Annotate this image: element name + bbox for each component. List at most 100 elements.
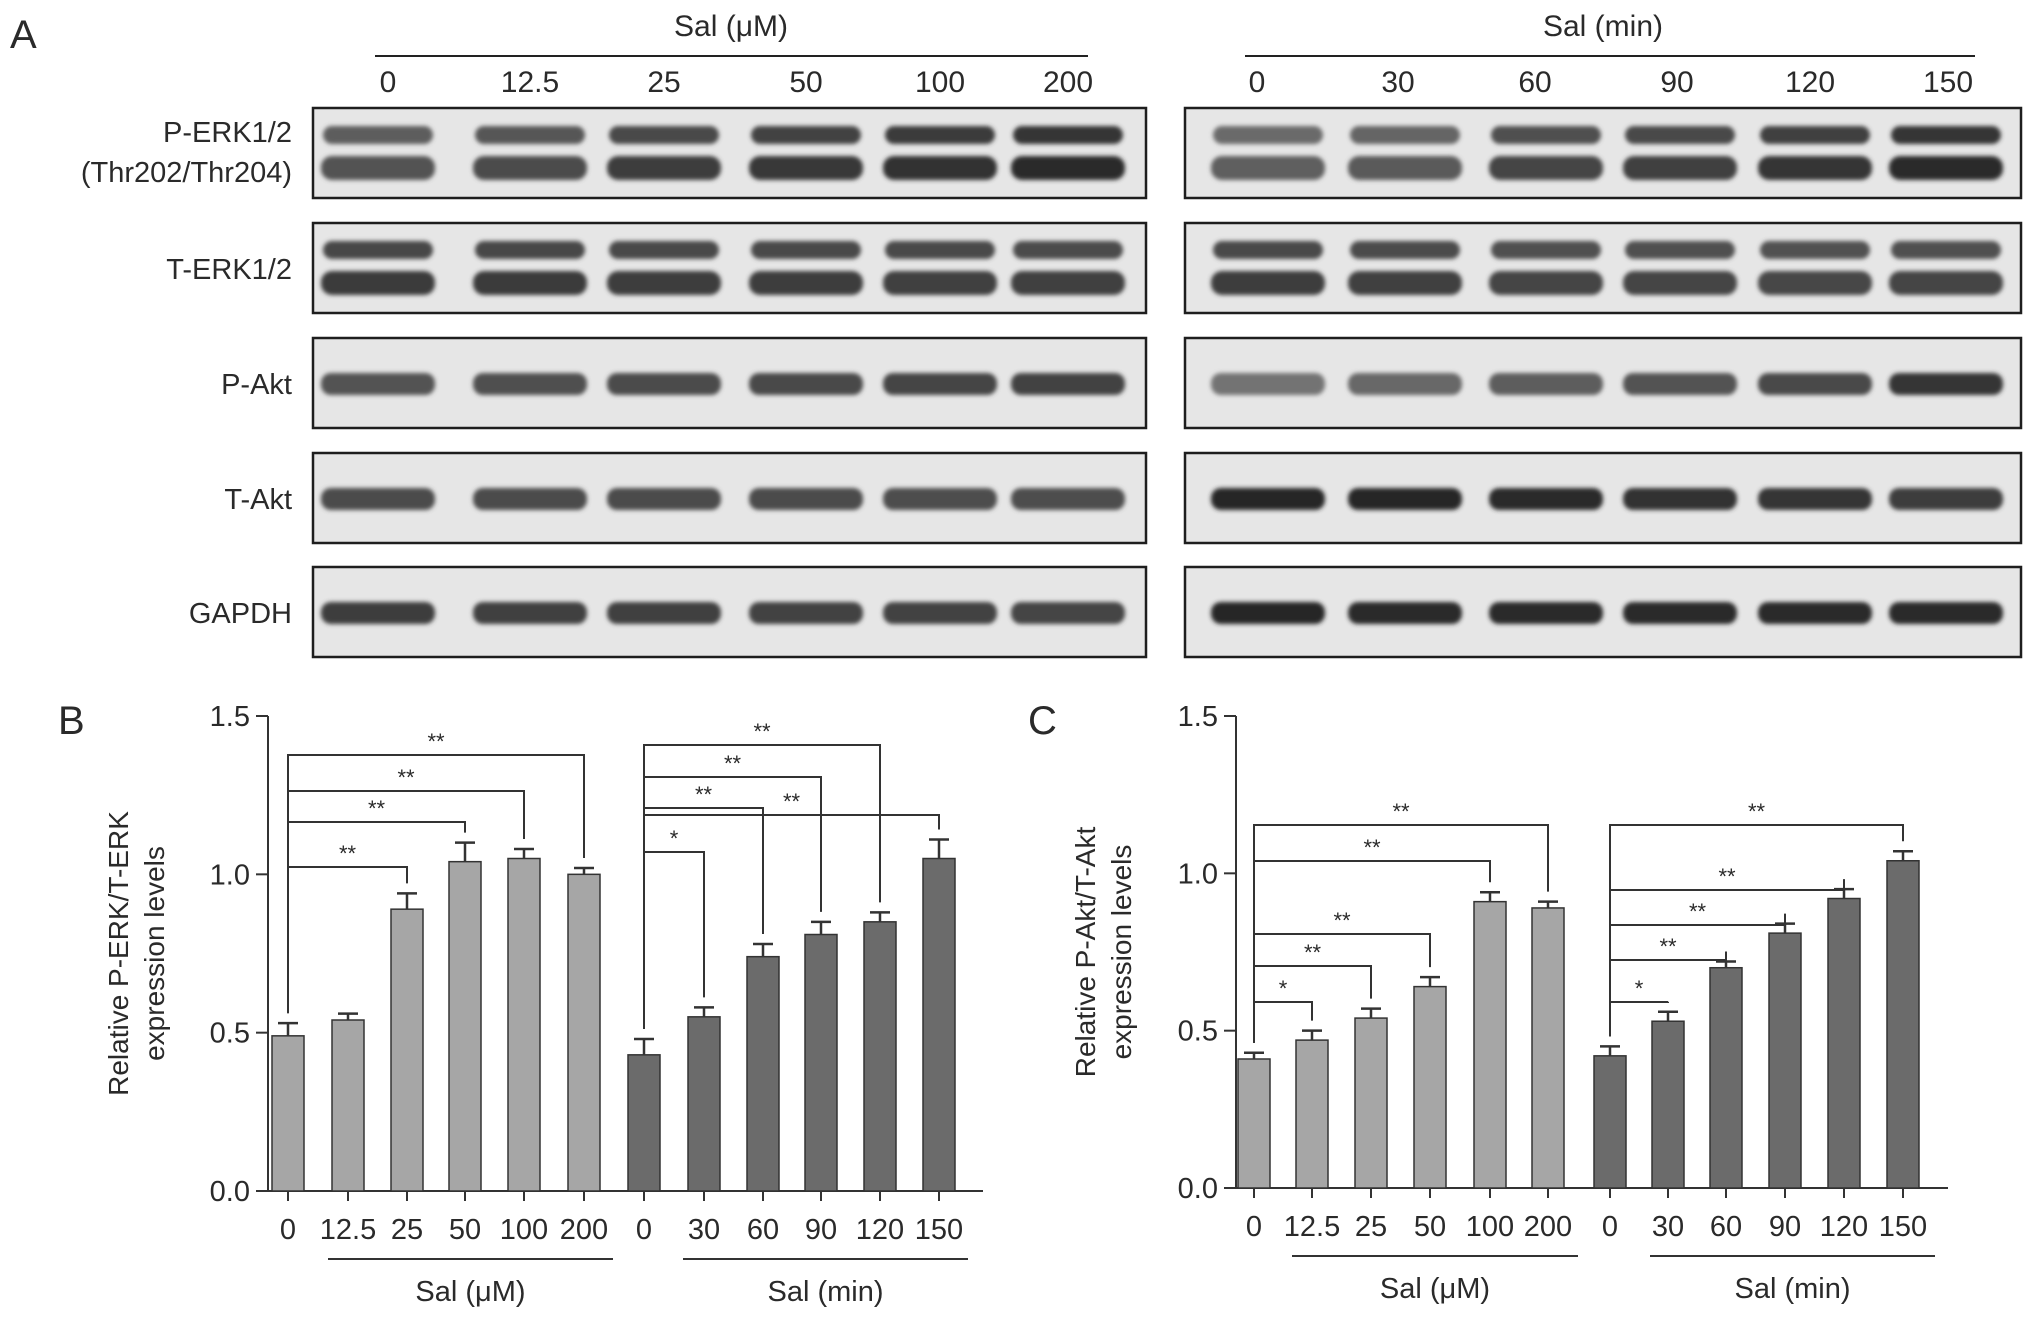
blot-band xyxy=(1889,373,2003,395)
blot-dose-lane-label: 50 xyxy=(789,66,822,99)
significance-bracket xyxy=(287,754,585,1014)
blot-band xyxy=(883,373,997,395)
bar xyxy=(1413,985,1447,1189)
blot-band xyxy=(749,488,863,510)
x-tick-label: 200 xyxy=(560,1214,608,1246)
blot-dose-lane-label: 100 xyxy=(915,66,965,99)
group-label: Sal (μM) xyxy=(415,1276,525,1308)
blot-band xyxy=(475,241,585,259)
group-label: Sal (μM) xyxy=(1380,1273,1490,1305)
blot-rows: P-ERK1/2 (Thr202/Thr204) T-ERK1/2 P-Akt T-Ak… xyxy=(81,106,2023,659)
blot-band xyxy=(1889,271,2003,295)
blot-band xyxy=(1350,241,1460,259)
bar xyxy=(390,908,424,1192)
blot-band xyxy=(883,488,997,510)
chart-b: 0.0 0.5 1.0 1.5 Relative P-ERK/T-ERK expressi… xyxy=(103,701,983,1308)
blot-dose-membrane xyxy=(311,451,1148,545)
blot-band xyxy=(749,271,863,295)
blot-band xyxy=(1211,271,1325,295)
significance-label: ** xyxy=(1718,864,1736,889)
blot-dose-lane-label: 12.5 xyxy=(501,66,559,99)
blot-band xyxy=(473,373,587,395)
blot-band xyxy=(1013,241,1123,259)
blot-band xyxy=(1011,602,1125,624)
y-tick-label: 0.0 xyxy=(1178,1173,1218,1205)
blot-band xyxy=(1011,373,1125,395)
blot-band xyxy=(321,373,435,395)
blot-band xyxy=(475,126,585,144)
bar xyxy=(1354,1017,1388,1189)
significance-label: ** xyxy=(1363,835,1381,860)
blot-band xyxy=(607,156,721,180)
blot-band xyxy=(1348,488,1462,510)
y-tick-label: 1.0 xyxy=(210,859,250,891)
y-tick-label: 0.0 xyxy=(210,1176,250,1208)
bar xyxy=(271,1035,305,1192)
significance-bracket xyxy=(287,866,408,1014)
blot-band xyxy=(885,126,995,144)
blot-band xyxy=(749,602,863,624)
blot-band xyxy=(1348,373,1462,395)
significance-label: ** xyxy=(339,841,357,866)
blot-band xyxy=(473,602,587,624)
y-tick-label: 0.5 xyxy=(1178,1016,1218,1048)
blot-band xyxy=(323,126,433,144)
x-tick-label: 12.5 xyxy=(1284,1211,1340,1243)
blot-band xyxy=(883,271,997,295)
x-tick-label: 60 xyxy=(1710,1211,1742,1243)
blot-dose-lane-label: 25 xyxy=(647,66,680,99)
bar xyxy=(448,860,482,1192)
x-tick-label: 100 xyxy=(500,1214,548,1246)
significance-bracket xyxy=(643,814,940,1029)
significance-label: ** xyxy=(695,782,713,807)
x-tick-label: 0 xyxy=(636,1214,652,1246)
blot-band xyxy=(1625,241,1735,259)
blot-dose-membrane xyxy=(311,565,1148,659)
x-tick-label: 25 xyxy=(1355,1211,1387,1243)
blot-time-lane-label: 0 xyxy=(1249,66,1266,99)
bar xyxy=(1593,1055,1627,1189)
x-tick-label: 150 xyxy=(1879,1211,1927,1243)
x-tick-label: 100 xyxy=(1466,1211,1514,1243)
y-axis-title-line: Relative P-Akt/T-Akt xyxy=(1070,827,1101,1078)
x-tick-label: 90 xyxy=(805,1214,837,1246)
blot-band xyxy=(749,156,863,180)
bar xyxy=(687,1016,721,1192)
blot-band xyxy=(323,241,433,259)
bar xyxy=(1651,1020,1685,1189)
blot-band xyxy=(1489,373,1603,395)
x-tick-label: 50 xyxy=(1414,1211,1446,1243)
blot-band xyxy=(1623,373,1737,395)
significance-label: ** xyxy=(1689,899,1707,924)
blot-band xyxy=(1625,126,1735,144)
blot-band xyxy=(1623,488,1737,510)
blot-time-lane-label: 30 xyxy=(1381,66,1414,99)
blot-band xyxy=(473,488,587,510)
blot-band xyxy=(1758,373,1872,395)
blot-band xyxy=(1491,241,1601,259)
blot-band xyxy=(1011,271,1125,295)
significance-label: ** xyxy=(397,765,415,790)
blot-band xyxy=(321,488,435,510)
blot-band xyxy=(1758,271,1872,295)
blot-time-lane-label: 60 xyxy=(1518,66,1551,99)
bar xyxy=(1531,907,1565,1189)
blot-lane-labels: 0 12.5 25 50 100 200 0 30 60 90 120 150 xyxy=(380,66,1973,99)
significance-label: ** xyxy=(724,751,742,776)
blot-time-lane-label: 120 xyxy=(1785,66,1835,99)
blot-band xyxy=(1348,602,1462,624)
significance-label: ** xyxy=(1659,934,1677,959)
x-tick-label: 12.5 xyxy=(320,1214,376,1246)
x-tick-label: 30 xyxy=(1652,1211,1684,1243)
y-axis-title-line: Relative P-ERK/T-ERK xyxy=(103,811,134,1096)
blot-band xyxy=(1623,602,1737,624)
x-tick-label: 50 xyxy=(449,1214,481,1246)
y-axis-title: Relative P-Akt/T-Akt expression levels xyxy=(1070,827,1137,1078)
blot-band xyxy=(1211,156,1325,180)
x-tick-label: 0 xyxy=(1246,1211,1262,1243)
bar xyxy=(804,933,838,1192)
blot-band xyxy=(607,271,721,295)
y-tick-label: 1.0 xyxy=(1178,858,1218,890)
significance-label: ** xyxy=(783,789,801,814)
